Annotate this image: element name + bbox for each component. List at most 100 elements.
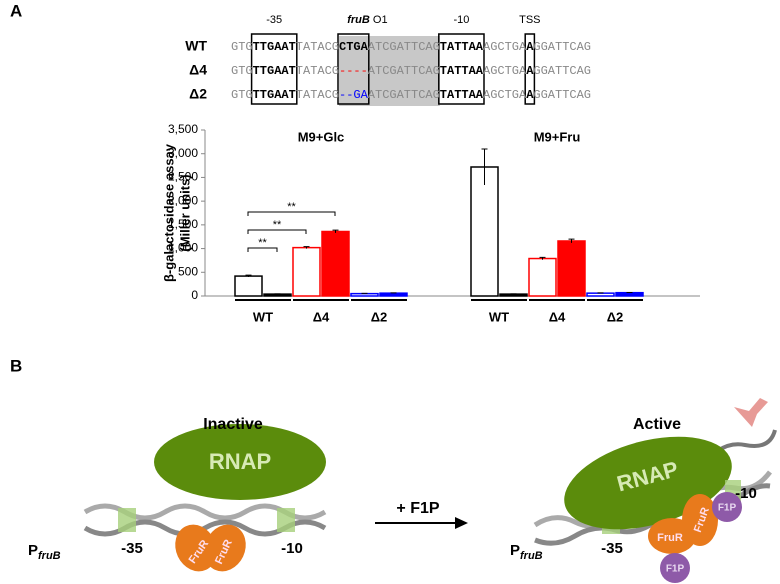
frur-label: FruR [657,532,683,544]
sequence-segment: A [526,40,534,54]
significance-label: ** [273,219,282,231]
row-label: WT [185,38,207,54]
y-axis-label: (Miller units) [177,174,192,251]
sequence-segment: TATACG [296,64,339,78]
sequence-box [524,33,536,105]
sequence-segment: GTG [231,88,253,102]
bar [528,257,557,297]
rnap [154,424,326,500]
sequence-segment: TATTAA [440,40,484,54]
sequence-segment: ATCGATTCAG [368,40,440,54]
sequence-segment: AGCTGA [483,40,527,54]
error-bar [303,246,310,249]
sequence-segment: AGCTGA [483,88,527,102]
y-tick-label: 3,500 [168,122,198,136]
sequence-segment: TATTAA [440,88,484,102]
error-bar [539,256,546,260]
row-label: Δ4 [189,62,207,78]
bar [379,292,408,297]
bar [234,275,263,297]
promoter-label: PfruB [510,542,543,562]
y-axis-label: β-galactosidase assay [161,143,176,282]
y-tick-label: 2,500 [168,170,198,184]
state-title: Inactive [203,416,263,433]
sequence-segment: A [526,88,534,102]
promoter-sub: fruB [520,550,543,562]
sequence-segment: TATACG [296,88,339,102]
box-label: -35 [266,14,282,26]
panel-title: M9+Fru [534,129,581,144]
box-label-italic: fruB [347,14,370,26]
bar [321,230,350,297]
y-tick-label: 0 [191,288,198,302]
error-bar [568,238,575,243]
box-label: TSS [519,14,540,26]
box-label: -35 [121,540,143,557]
sequence-segment: --GA [339,88,369,102]
frur [682,494,718,546]
x-tick-label: Δ2 [607,309,624,324]
frur [204,524,246,572]
sequence-segment: ATCGATTCAG [368,88,440,102]
f1p-label: F1P [718,503,737,514]
active-diagram: FruR FruR F1P F1P Active RNAP -35 -10 Pf… [510,398,777,583]
bar [499,293,528,297]
panel-title: M9+Glc [298,129,345,144]
y-tick-label: 3,000 [168,146,198,160]
error-bar [332,229,339,233]
error-bar [481,148,488,186]
box-label: -10 [281,540,303,557]
box-35 [118,508,136,532]
box-label: -10 [453,14,469,26]
chart: 0 500 1,000 1,500 2,000 2,500 3,000 3,500 β-gala… [161,122,700,324]
sequence-segment: GGATTCAG [533,40,591,54]
sequence-segment: TTGAAT [253,40,296,54]
promoter-p: P [510,542,520,559]
sequence-segment: AGCTGA [483,64,527,78]
bar [615,291,644,297]
arrow-head [455,517,468,529]
sequence-segment: TTGAAT [253,64,296,78]
bar [350,292,379,297]
sequence-segment: TATACG [296,40,339,54]
arrow-label: + F1P [396,500,439,517]
inactive-diagram: FruR FruR Inactive RNAP -35 -10 PfruB [28,416,327,572]
significance-label: ** [287,201,296,213]
sequence-segment: GGATTCAG [533,64,591,78]
sequence-segment: TATTAA [440,64,484,78]
x-tick-label: Δ4 [549,309,566,324]
row-label: Δ2 [189,86,207,102]
transcription-arrow [734,398,768,427]
sequence-box [438,33,485,105]
error-bar [245,274,252,278]
bar [586,292,615,297]
rnap-label: RNAP [209,449,271,474]
box-label: -10 [735,485,757,502]
sequence-segment: GGATTCAG [533,88,591,102]
panel-label: A [10,1,22,20]
significance-bracket [247,211,336,216]
f1p [660,553,690,583]
sequence-segment: GTG [231,40,253,54]
promoter-p: P [28,542,38,559]
f1p-label: F1P [666,564,685,575]
box-label-rest: O1 [373,14,388,26]
sequence-segment: TTGAAT [253,88,296,102]
sequence-segment: CTGA [339,40,369,54]
y-tick-label: 500 [178,264,198,278]
promoter-label: PfruB [28,542,61,562]
bar [557,240,586,297]
sequence-box [250,33,298,105]
x-tick-label: Δ4 [313,309,330,324]
significance-bracket [247,229,307,234]
panel-label: B [10,356,22,375]
y-tick-label: 1,500 [168,217,198,231]
box-label: fruB O1 [347,14,387,26]
x-tick-label: WT [253,309,273,324]
y-tick-label: 2,000 [168,193,198,207]
sequence-segment: GTG [231,64,253,78]
bar [470,166,499,297]
box-label: -35 [601,540,623,557]
